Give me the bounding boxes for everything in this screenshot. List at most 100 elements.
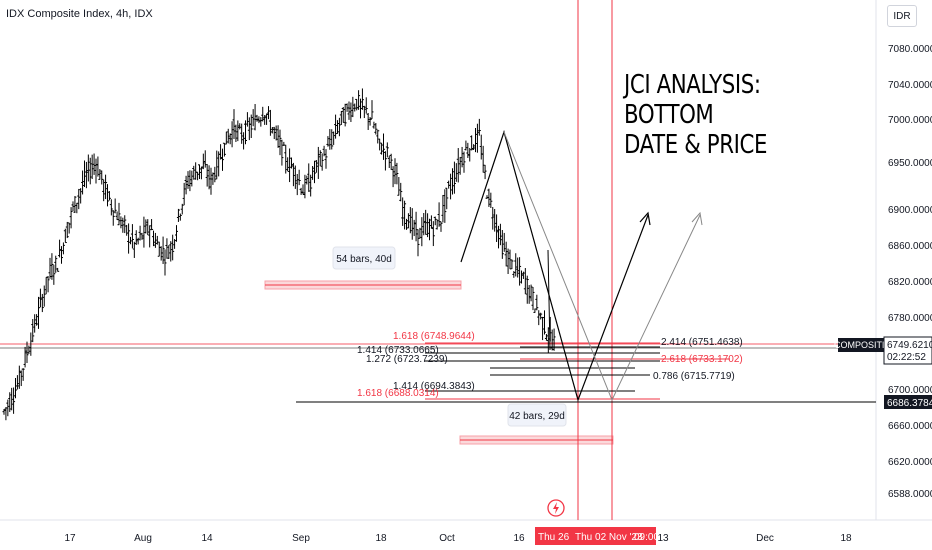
- candle: [211, 172, 215, 185]
- candle: [543, 310, 546, 335]
- candle: [345, 103, 349, 112]
- candle: [217, 151, 221, 177]
- candle: [157, 241, 161, 257]
- candle: [464, 140, 468, 151]
- projection-path-grey: [503, 131, 701, 402]
- fib-label-7: 2.618 (6733.1702): [661, 354, 743, 365]
- candle: [336, 120, 339, 134]
- currency-button[interactable]: IDR: [887, 5, 917, 27]
- candle: [529, 284, 533, 302]
- candle: [175, 225, 178, 242]
- candle: [4, 407, 8, 421]
- candle: [171, 234, 175, 261]
- projection-path-black: [460, 129, 649, 402]
- candle: [318, 150, 322, 167]
- candle: [458, 156, 462, 175]
- candle: [439, 221, 443, 232]
- candle: [40, 293, 44, 313]
- candle: [129, 236, 132, 245]
- candle: [232, 109, 236, 139]
- candle: [454, 163, 458, 182]
- candle: [35, 314, 39, 326]
- candle: [71, 201, 75, 212]
- candle: [238, 123, 242, 130]
- candle: [54, 255, 58, 273]
- candle: [410, 208, 414, 240]
- candle: [487, 188, 491, 207]
- range-2-label: 42 bars, 29d: [509, 411, 565, 422]
- candle: [326, 136, 330, 147]
- candle: [389, 153, 393, 170]
- candle: [109, 199, 113, 216]
- candle: [299, 187, 303, 195]
- candle: [245, 112, 249, 127]
- candle: [382, 133, 385, 160]
- candle: [107, 191, 111, 201]
- range-measure-2[interactable]: 42 bars, 29d: [459, 403, 614, 445]
- candle: [219, 144, 223, 160]
- candle: [38, 288, 42, 308]
- candle: [242, 132, 246, 150]
- candle: [201, 153, 205, 170]
- candle: [359, 98, 362, 119]
- projection-paths[interactable]: [460, 129, 703, 402]
- candle: [512, 271, 516, 278]
- candle: [462, 151, 466, 173]
- candle: [414, 211, 418, 242]
- candle: [213, 166, 217, 183]
- candle: [127, 223, 131, 254]
- candle: [309, 174, 313, 197]
- candle: [290, 157, 293, 169]
- candle: [215, 150, 219, 180]
- analysis-line-2: BOTTOM: [624, 100, 714, 130]
- candle: [301, 184, 305, 196]
- candle: [92, 153, 96, 175]
- candle: [468, 147, 472, 162]
- candle: [343, 103, 347, 127]
- candle: [37, 296, 40, 329]
- candle: [234, 124, 238, 143]
- candle: [44, 276, 48, 295]
- candle: [374, 122, 378, 135]
- candle: [10, 387, 14, 411]
- candle: [550, 329, 554, 351]
- candle: [199, 166, 203, 180]
- candle: [6, 399, 10, 417]
- candle: [12, 387, 16, 414]
- arrow-head-grey: [691, 211, 703, 226]
- candle: [96, 156, 100, 177]
- lightning-icon[interactable]: [547, 499, 565, 517]
- candle: [349, 102, 353, 122]
- time-tick-0: 17: [64, 533, 76, 544]
- candle: [42, 285, 46, 307]
- time-axis[interactable]: 17 Aug 14 Sep 18 Oct 16 13 Dec 18: [64, 533, 852, 544]
- time-tick-7: 13: [657, 533, 669, 544]
- fib-label-8: 0.786 (6715.7719): [653, 371, 735, 382]
- last-price-text: 6749.6210: [887, 340, 932, 351]
- price-axis[interactable]: 7080.0000 7040.0000 7000.0000 6950.0000 6900…: [888, 44, 932, 500]
- candle: [163, 249, 167, 276]
- candle: [408, 207, 412, 234]
- date-badge-a-text: Thu 26 C: [538, 532, 579, 543]
- candle: [188, 170, 192, 192]
- fib-lines[interactable]: [425, 342, 730, 400]
- candle: [466, 142, 470, 158]
- candle: [31, 319, 35, 343]
- candle: [520, 270, 523, 284]
- candle: [337, 117, 341, 137]
- candle: [429, 215, 433, 229]
- candle: [539, 312, 543, 320]
- candle: [303, 174, 307, 199]
- candle: [63, 228, 67, 244]
- candle: [286, 157, 290, 172]
- candle: [240, 123, 244, 144]
- candle: [307, 163, 311, 192]
- candle: [58, 239, 62, 258]
- candle: [401, 197, 405, 226]
- range-measure-1[interactable]: 54 bars, 40d: [264, 246, 462, 290]
- candle: [406, 213, 410, 229]
- candle: [506, 248, 510, 275]
- candle: [236, 120, 240, 142]
- chart-title: IDX Composite Index, 4h, IDX: [6, 8, 153, 20]
